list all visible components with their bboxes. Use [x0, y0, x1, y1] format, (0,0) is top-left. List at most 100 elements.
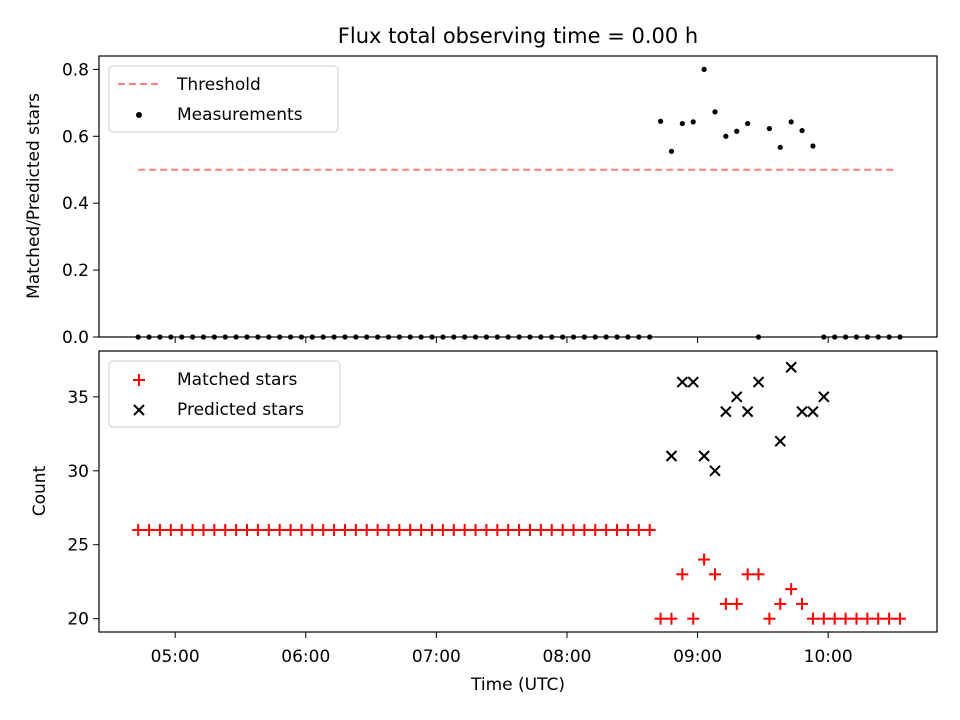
measurement-point [701, 66, 707, 72]
predicted-star-point [676, 376, 689, 388]
predicted-star-point [665, 450, 678, 462]
measurement-point [179, 334, 185, 340]
measurement-point [603, 334, 609, 340]
matched-star-point [654, 612, 667, 625]
matched-star-point [143, 523, 156, 536]
matched-star-point [436, 523, 449, 536]
x-tick-label: 10:00 [804, 647, 853, 667]
top-legend: Threshold Measurements [108, 65, 339, 133]
legend-threshold-label: Threshold [176, 75, 261, 95]
matched-star-point [415, 523, 428, 536]
matched-star-point [349, 523, 362, 536]
matched-star-point [284, 523, 297, 536]
top-y-tick-label: 0.6 [62, 127, 89, 147]
predicted-star-point [687, 376, 699, 388]
matched-star-point [197, 523, 210, 536]
measurement-point [277, 334, 283, 340]
measurement-point [494, 334, 500, 340]
measurement-point [353, 334, 359, 340]
matched-star-point [872, 612, 885, 625]
matched-star-point [600, 523, 613, 536]
measurement-point [385, 334, 392, 340]
matched-star-point [328, 523, 341, 536]
matched-star-point [698, 553, 711, 566]
measurement-point [842, 334, 849, 340]
measurement-point [853, 334, 860, 340]
x-tick-label: 06:00 [281, 647, 330, 667]
matched-star-point [306, 523, 319, 536]
predicted-star-point [774, 435, 786, 447]
matched-star-point [785, 583, 798, 596]
measurement-point [832, 334, 838, 340]
matched-star-point [513, 523, 526, 536]
measurement-point [538, 334, 544, 340]
measurement-point [897, 334, 903, 340]
matched-star-point [589, 523, 602, 536]
bottom-y-ticks: 20 25 30 35 [67, 388, 99, 630]
measurement-point [755, 334, 762, 340]
measurement-point [625, 334, 631, 340]
x-tick-label: 07:00 [412, 647, 461, 667]
top-marks [135, 66, 903, 340]
measurement-point [418, 334, 424, 340]
measurement-point [407, 334, 413, 340]
measurement-point [745, 120, 751, 127]
measurement-point [636, 334, 642, 340]
legend-predicted-swatch [133, 404, 145, 416]
matched-star-point [665, 612, 678, 625]
measurement-point [657, 118, 664, 124]
measurement-point [135, 334, 141, 340]
top-y-tick-label: 0.2 [62, 261, 89, 281]
matched-star-point [447, 523, 460, 536]
top-panel: 0.00.20.40.60.8 Matched/Predicted stars … [24, 55, 938, 348]
matched-star-point [578, 523, 591, 536]
matched-star-point [480, 523, 493, 536]
matched-star-point [262, 523, 275, 536]
matched-star-point [741, 568, 754, 581]
measurement-point [734, 128, 740, 134]
matched-star-point [774, 597, 787, 610]
measurement-point [777, 144, 783, 150]
predicted-star-point [720, 405, 732, 418]
measurement-point [483, 334, 490, 340]
measurement-point [320, 334, 326, 340]
measurement-point [549, 334, 555, 340]
x-axis-label: Time (UTC) [470, 675, 565, 695]
measurement-point [821, 334, 827, 340]
measurement-point [560, 334, 566, 340]
measurement-point [189, 334, 196, 340]
bottom-marks [132, 361, 906, 625]
measurement-point [592, 334, 598, 340]
measurement-point [690, 119, 696, 125]
matched-star-point [796, 597, 809, 610]
measurement-point [146, 334, 152, 340]
measurement-point [451, 334, 457, 340]
predicted-star-point [818, 391, 830, 403]
matched-star-point [632, 523, 645, 536]
matched-star-point [839, 612, 852, 625]
measurement-point [331, 334, 337, 340]
legend-predicted-label: Predicted stars [177, 400, 304, 420]
matched-star-point [763, 612, 776, 625]
measurement-point [255, 334, 261, 340]
matched-star-point [502, 523, 515, 536]
matched-star-point [458, 523, 471, 536]
matched-star-point [621, 523, 634, 536]
matched-star-point [208, 523, 221, 536]
matched-star-point [230, 523, 243, 536]
predicted-star-point [752, 376, 765, 388]
measurement-point [157, 334, 163, 340]
measurement-point [527, 334, 533, 340]
matched-star-point [186, 523, 199, 536]
top-y-axis-label: Matched/Predicted stars [24, 93, 44, 299]
matched-star-point [360, 523, 373, 536]
matched-star-point [883, 612, 896, 625]
measurement-point [875, 334, 881, 340]
measurement-point [462, 334, 468, 340]
predicted-star-point [796, 405, 808, 418]
matched-star-point [153, 523, 166, 536]
measurement-point [168, 334, 174, 340]
legend-matched-swatch [133, 374, 145, 386]
bottom-legend-box [108, 360, 341, 428]
